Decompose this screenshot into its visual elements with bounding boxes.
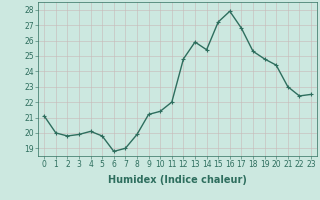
X-axis label: Humidex (Indice chaleur): Humidex (Indice chaleur) — [108, 175, 247, 185]
